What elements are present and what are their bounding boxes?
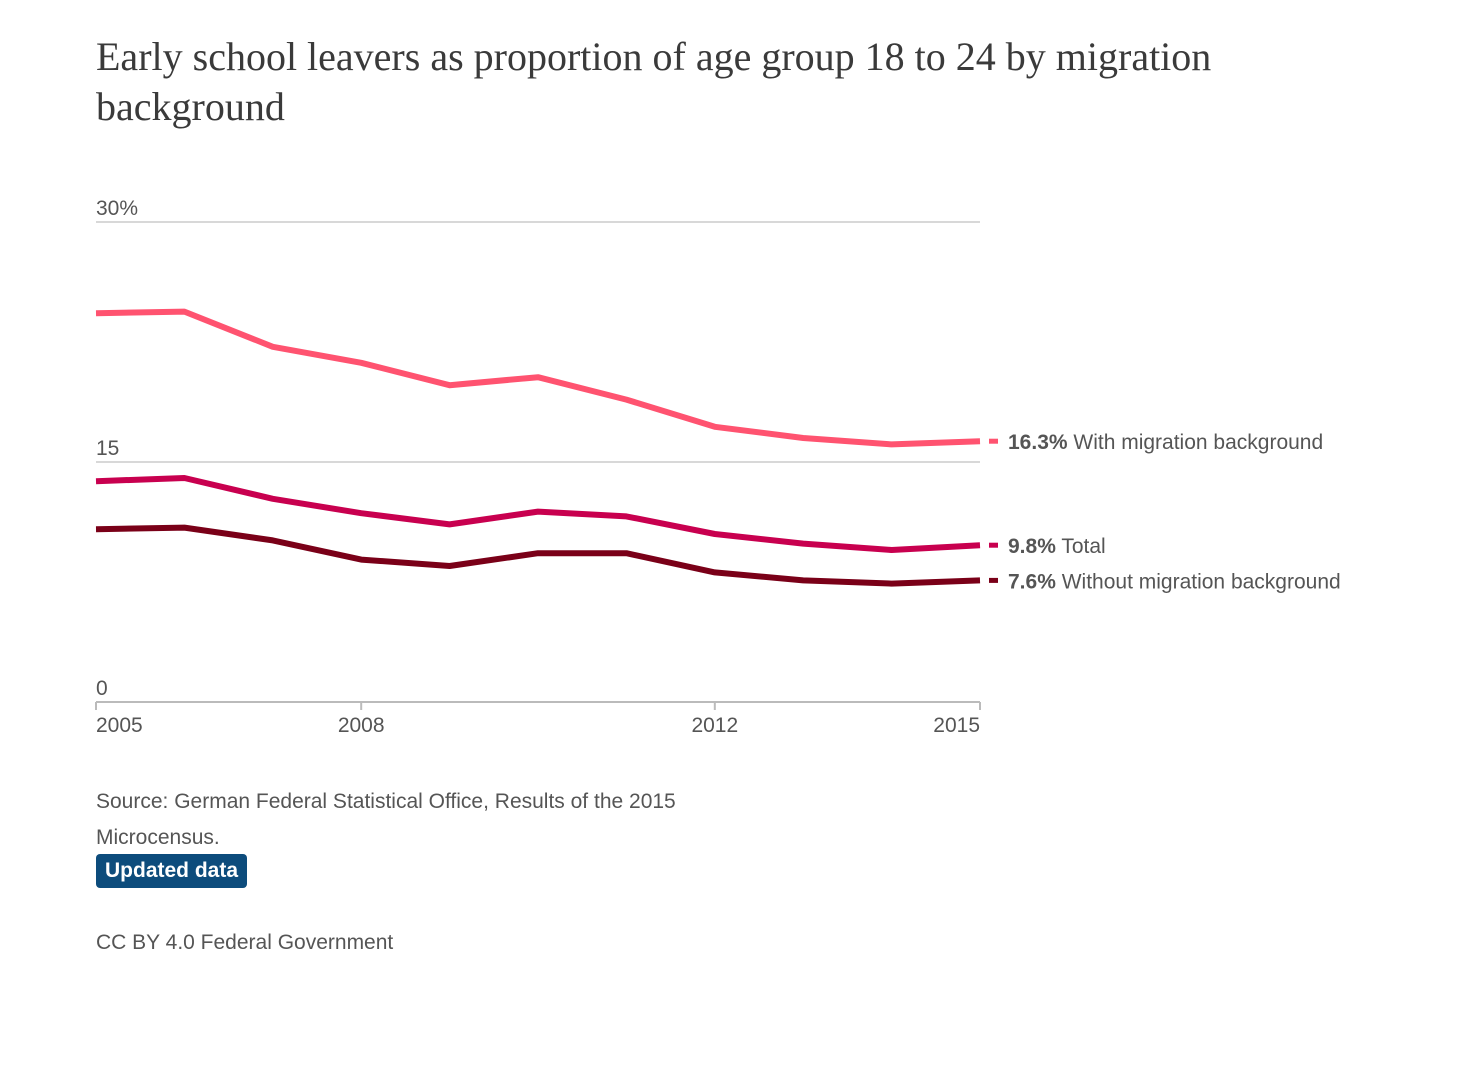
line-chart: 0 15 30% 2005 2008 2012 2015 16.3% With migrati… [95,197,1341,737]
end-value-label: 9.8% Total [1008,535,1106,558]
end-value-label: 16.3% With migration background [1008,431,1323,454]
series-line [95,308,981,448]
end-value-label: 7.6% Without migration background [1008,570,1341,593]
series-name: Total [1056,535,1106,558]
y-tick-label: 0 [96,677,108,700]
series-name: With migration background [1068,431,1324,454]
y-tick-label: 30% [96,197,138,220]
x-tick-label: 2005 [96,714,143,737]
series-name: Without migration background [1056,570,1341,593]
series-line [95,524,981,587]
y-tick-label: 15 [96,437,119,460]
x-tick-label: 2012 [691,714,738,737]
updated-data-button[interactable]: Updated data [96,854,248,888]
license-note: CC BY 4.0 Federal Government [96,931,394,954]
end-value: 7.6% [1008,570,1056,593]
chart-title: Early school leavers as proportion of ag… [96,34,1212,129]
x-tick-label: 2015 [933,714,980,737]
end-value: 16.3% [1008,431,1068,454]
source-note: Source: German Federal Statistical Offic… [96,790,676,849]
x-tick-label: 2008 [338,714,385,737]
series-line [95,475,981,553]
end-value: 9.8% [1008,535,1056,558]
